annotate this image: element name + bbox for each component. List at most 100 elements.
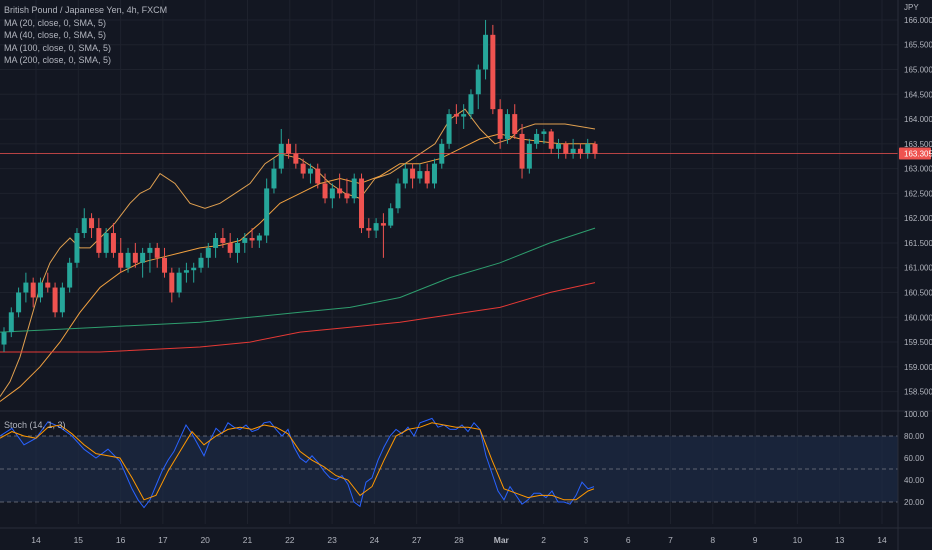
time-tick-label: 15 xyxy=(74,535,84,545)
candle-body xyxy=(59,287,65,313)
time-tick-label: 8 xyxy=(710,535,715,545)
symbol-title: British Pound / Japanese Yen, 4h, FXCM xyxy=(4,5,168,15)
candle-body xyxy=(475,69,481,95)
candle-body xyxy=(242,237,248,243)
candle-body xyxy=(541,131,547,134)
price-tick-label: 158.500 xyxy=(904,388,932,397)
indicator-ma200[interactable]: MA (200, close, 0, SMA, 5) xyxy=(4,55,112,65)
candle-body xyxy=(300,163,306,174)
candle-body xyxy=(103,233,109,253)
time-tick-label: 24 xyxy=(370,535,380,545)
candle-body xyxy=(483,34,489,70)
candle-body xyxy=(37,282,43,298)
candle-body xyxy=(1,332,7,345)
candle-body xyxy=(417,171,423,179)
candle-body xyxy=(431,163,437,184)
candle-body xyxy=(52,287,58,313)
candle-body xyxy=(89,218,95,229)
time-tick-label: 20 xyxy=(200,535,210,545)
candle-body xyxy=(402,168,408,184)
indicator-ma100[interactable]: MA (100, close, 0, SMA, 5) xyxy=(4,42,112,53)
candle-body xyxy=(249,237,255,241)
stoch-d-line xyxy=(0,422,595,501)
candle-body xyxy=(410,168,416,179)
time-tick-label: 21 xyxy=(243,535,253,545)
time-tick-label: 2 xyxy=(541,535,546,545)
stoch-k-line xyxy=(0,417,595,509)
candle-body xyxy=(176,272,182,293)
price-tick-label: 159.500 xyxy=(904,338,932,347)
time-tick-label: 6 xyxy=(626,535,631,545)
price-tick-label: 163.500 xyxy=(904,140,932,149)
price-tick-label: 164.500 xyxy=(904,90,932,99)
candle-body xyxy=(563,143,569,154)
candle-body xyxy=(366,228,372,231)
indicator-ma40[interactable]: MA (40, close, 0, SMA, 5) xyxy=(4,30,107,40)
candle-body xyxy=(424,171,430,184)
price-tick-label: 162.000 xyxy=(904,214,932,223)
candle-body xyxy=(519,133,525,169)
candle-body xyxy=(570,148,576,154)
candle-body xyxy=(220,237,226,243)
candle-body xyxy=(278,143,284,169)
candle-body xyxy=(453,114,459,117)
candle-body xyxy=(147,247,153,253)
candle-body xyxy=(132,252,138,263)
candle-body xyxy=(271,168,277,189)
time-tick-label: Mar xyxy=(494,535,510,545)
candle-body xyxy=(162,257,168,273)
candle-body xyxy=(198,257,204,268)
candle-body xyxy=(592,143,598,154)
price-tick-label: 161.000 xyxy=(904,264,932,273)
candle-body xyxy=(577,148,583,154)
candle-body xyxy=(380,223,386,226)
price-tick-label: 161.500 xyxy=(904,239,932,248)
last-price-badge xyxy=(899,147,931,160)
candle-body xyxy=(183,270,189,273)
candle-body xyxy=(16,292,22,313)
candle-body xyxy=(446,114,452,144)
candle-body xyxy=(45,282,51,288)
candle-body xyxy=(504,114,510,139)
candle-body xyxy=(23,282,29,293)
time-tick-label: 27 xyxy=(412,535,422,545)
candle-body xyxy=(585,143,591,154)
candle-body xyxy=(293,153,299,164)
price-tick-label: 159.000 xyxy=(904,363,932,372)
candle-body xyxy=(8,312,14,333)
price-tick-label: 160.500 xyxy=(904,289,932,298)
price-tick-label: 163.000 xyxy=(904,165,932,174)
indicator-ma20[interactable]: MA (20, close, 0, SMA, 5) xyxy=(4,17,107,28)
candle-body xyxy=(264,188,270,236)
candle-body xyxy=(74,233,80,263)
candle-body xyxy=(395,183,401,209)
time-tick-label: 14 xyxy=(31,535,41,545)
stoch-indicator-label[interactable]: Stoch (14, 1, 3) xyxy=(4,420,66,430)
candle-body xyxy=(468,94,474,115)
candle-body xyxy=(512,114,518,134)
time-tick-label: 17 xyxy=(158,535,168,545)
candle-body xyxy=(67,262,73,288)
candle-body xyxy=(125,252,131,268)
candle-body xyxy=(191,267,197,271)
stoch-tick-label: 40.00 xyxy=(904,476,925,485)
stochastic-pane xyxy=(0,417,898,509)
price-tick-label: 165.000 xyxy=(904,66,932,75)
candle-body xyxy=(526,143,532,169)
price-tick-label: 164.000 xyxy=(904,115,932,124)
time-tick-label: 13 xyxy=(835,535,845,545)
candle-body xyxy=(140,252,146,263)
candle-body xyxy=(96,228,102,253)
candle-body xyxy=(110,233,116,253)
candle-body xyxy=(351,178,357,199)
time-tick-label: 14 xyxy=(877,535,887,545)
time-tick-label: 16 xyxy=(116,535,126,545)
candle-body xyxy=(359,178,365,229)
candle-body xyxy=(461,114,467,117)
candle-body xyxy=(81,218,87,234)
candle-body xyxy=(213,237,219,248)
ma20-line xyxy=(0,108,596,397)
stoch-tick-label: 100.00 xyxy=(904,410,929,419)
